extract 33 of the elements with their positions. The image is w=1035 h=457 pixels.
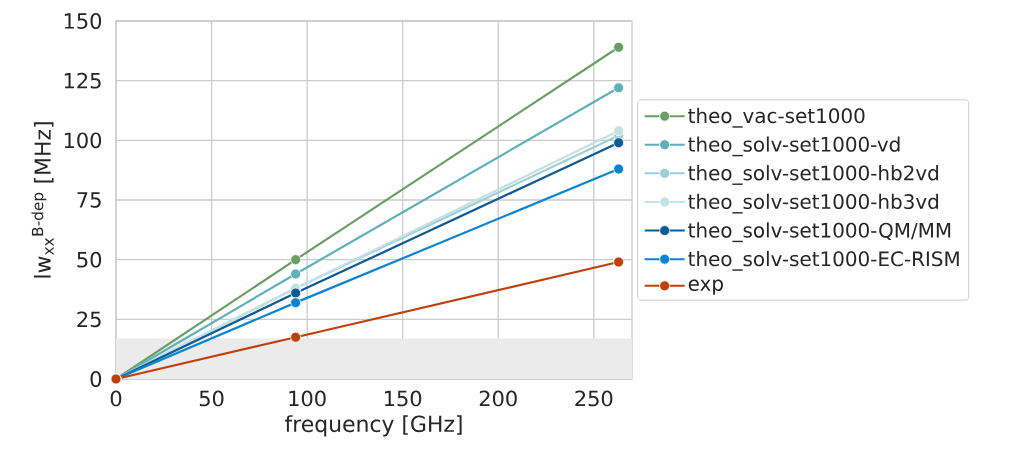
x-tick-label: 100 <box>289 390 326 407</box>
point <box>290 331 302 343</box>
legend-label: theo_solv-set1000-hb3vd <box>688 193 939 214</box>
x-tick-label: 50 <box>199 390 224 407</box>
legend-label: theo_solv-set1000-QM/MM <box>688 222 951 243</box>
legend-label: theo_vac-set1000 <box>688 107 865 128</box>
y-tick-label: 50 <box>77 251 102 268</box>
y-tick-label: 75 <box>77 192 101 208</box>
y-tick-label: 150 <box>64 13 102 29</box>
legend-label: theo_solv-set1000-vd <box>688 136 900 157</box>
point <box>613 41 625 53</box>
x-tick-label: 250 <box>575 390 613 407</box>
legend-label: exp <box>688 279 723 295</box>
y-tick-label: 100 <box>64 132 102 149</box>
x-tick-label: 0 <box>110 390 122 407</box>
y-tick-label: 0 <box>90 371 102 387</box>
point <box>613 137 625 149</box>
x-tick-label: 150 <box>385 390 422 407</box>
x-axis-title: frequency [GHz] <box>285 415 462 437</box>
y-tick-label: 125 <box>64 72 101 89</box>
y-axis-title: lw$_{xx}$$^{B-dep}$ [MHz] <box>31 122 54 278</box>
y-tick-label: 25 <box>77 311 101 328</box>
legend-label: theo_solv-set1000-hb2vd <box>688 165 939 185</box>
legend-label: theo_solv-set1000-EC-RISM <box>688 250 959 271</box>
point <box>290 254 302 266</box>
point <box>290 268 302 280</box>
point <box>613 163 625 175</box>
point <box>290 297 302 309</box>
x-tick-label: 200 <box>479 390 517 407</box>
point <box>613 256 625 268</box>
point <box>613 125 625 137</box>
point <box>290 287 302 299</box>
point <box>613 82 625 94</box>
